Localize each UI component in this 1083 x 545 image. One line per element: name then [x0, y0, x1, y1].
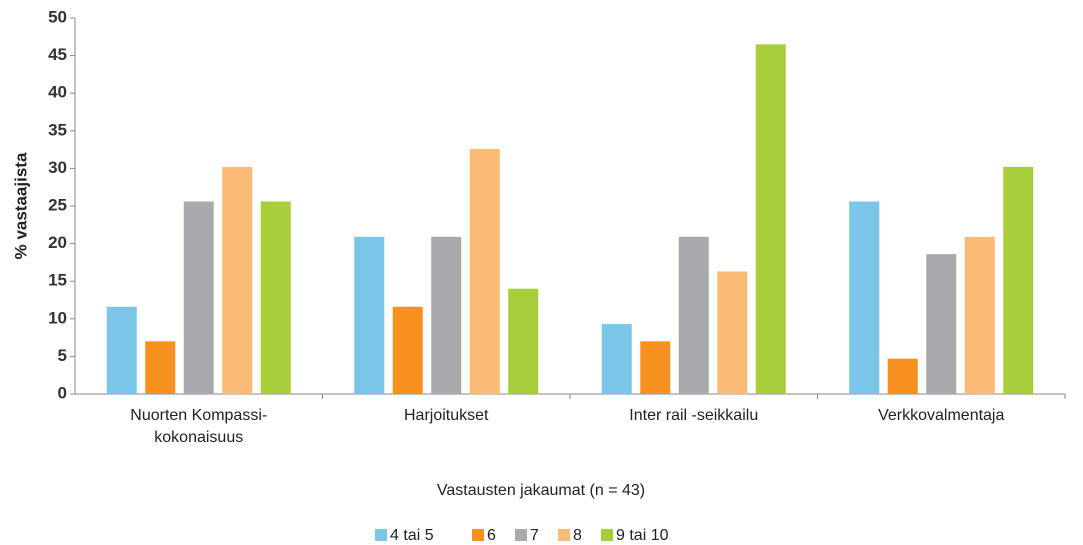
- legend-swatch: [558, 529, 570, 541]
- bar: [508, 288, 539, 394]
- legend-label: 7: [530, 527, 539, 544]
- x-tick-label: Nuorten Kompassi-kokonaisuus: [130, 407, 268, 446]
- y-tick-label: 30: [48, 158, 67, 177]
- legend-label: 9 tai 10: [616, 527, 669, 544]
- bar: [469, 148, 500, 394]
- y-tick-label: 25: [48, 195, 67, 214]
- bar: [926, 254, 957, 394]
- bar: [887, 358, 918, 394]
- bar: [964, 236, 995, 394]
- x-tick-label: Verkkovalmentaja: [878, 407, 1005, 424]
- bar: [145, 341, 176, 394]
- x-tick-label: Inter rail -seikkailu: [629, 407, 759, 424]
- x-tick-label: Harjoitukset: [404, 407, 489, 424]
- y-tick-label: 20: [48, 233, 67, 252]
- bar: [106, 306, 137, 394]
- bar: [849, 201, 880, 394]
- legend-swatch: [515, 529, 527, 541]
- y-axis-label: % vastaajista: [11, 152, 30, 259]
- y-tick-label: 40: [48, 83, 67, 102]
- bar: [678, 236, 709, 394]
- y-tick-label: 5: [58, 346, 67, 365]
- x-axis-label: Vastausten jakaumat (n = 43): [437, 482, 645, 499]
- bar: [392, 306, 423, 394]
- bar: [260, 201, 291, 394]
- y-tick-label: 35: [48, 120, 67, 139]
- y-tick-label: 15: [48, 271, 67, 290]
- y-tick-label: 10: [48, 308, 67, 327]
- legend-label: 4 tai 5: [390, 527, 434, 544]
- legend-label: 8: [573, 527, 582, 544]
- y-tick-label: 50: [48, 7, 67, 26]
- legend-label: 6: [487, 527, 496, 544]
- bar: [183, 201, 214, 394]
- legend-swatch: [375, 529, 387, 541]
- legend-swatch: [601, 529, 613, 541]
- bar: [717, 271, 748, 394]
- legend-swatch: [472, 529, 484, 541]
- bar: [354, 236, 385, 394]
- bar: [222, 166, 253, 394]
- y-tick-label: 45: [48, 45, 67, 64]
- bar: [601, 324, 632, 394]
- y-tick-label: 0: [58, 383, 67, 402]
- bar: [431, 236, 462, 394]
- bar: [1003, 166, 1034, 394]
- bar: [755, 44, 786, 394]
- bar: [640, 341, 671, 394]
